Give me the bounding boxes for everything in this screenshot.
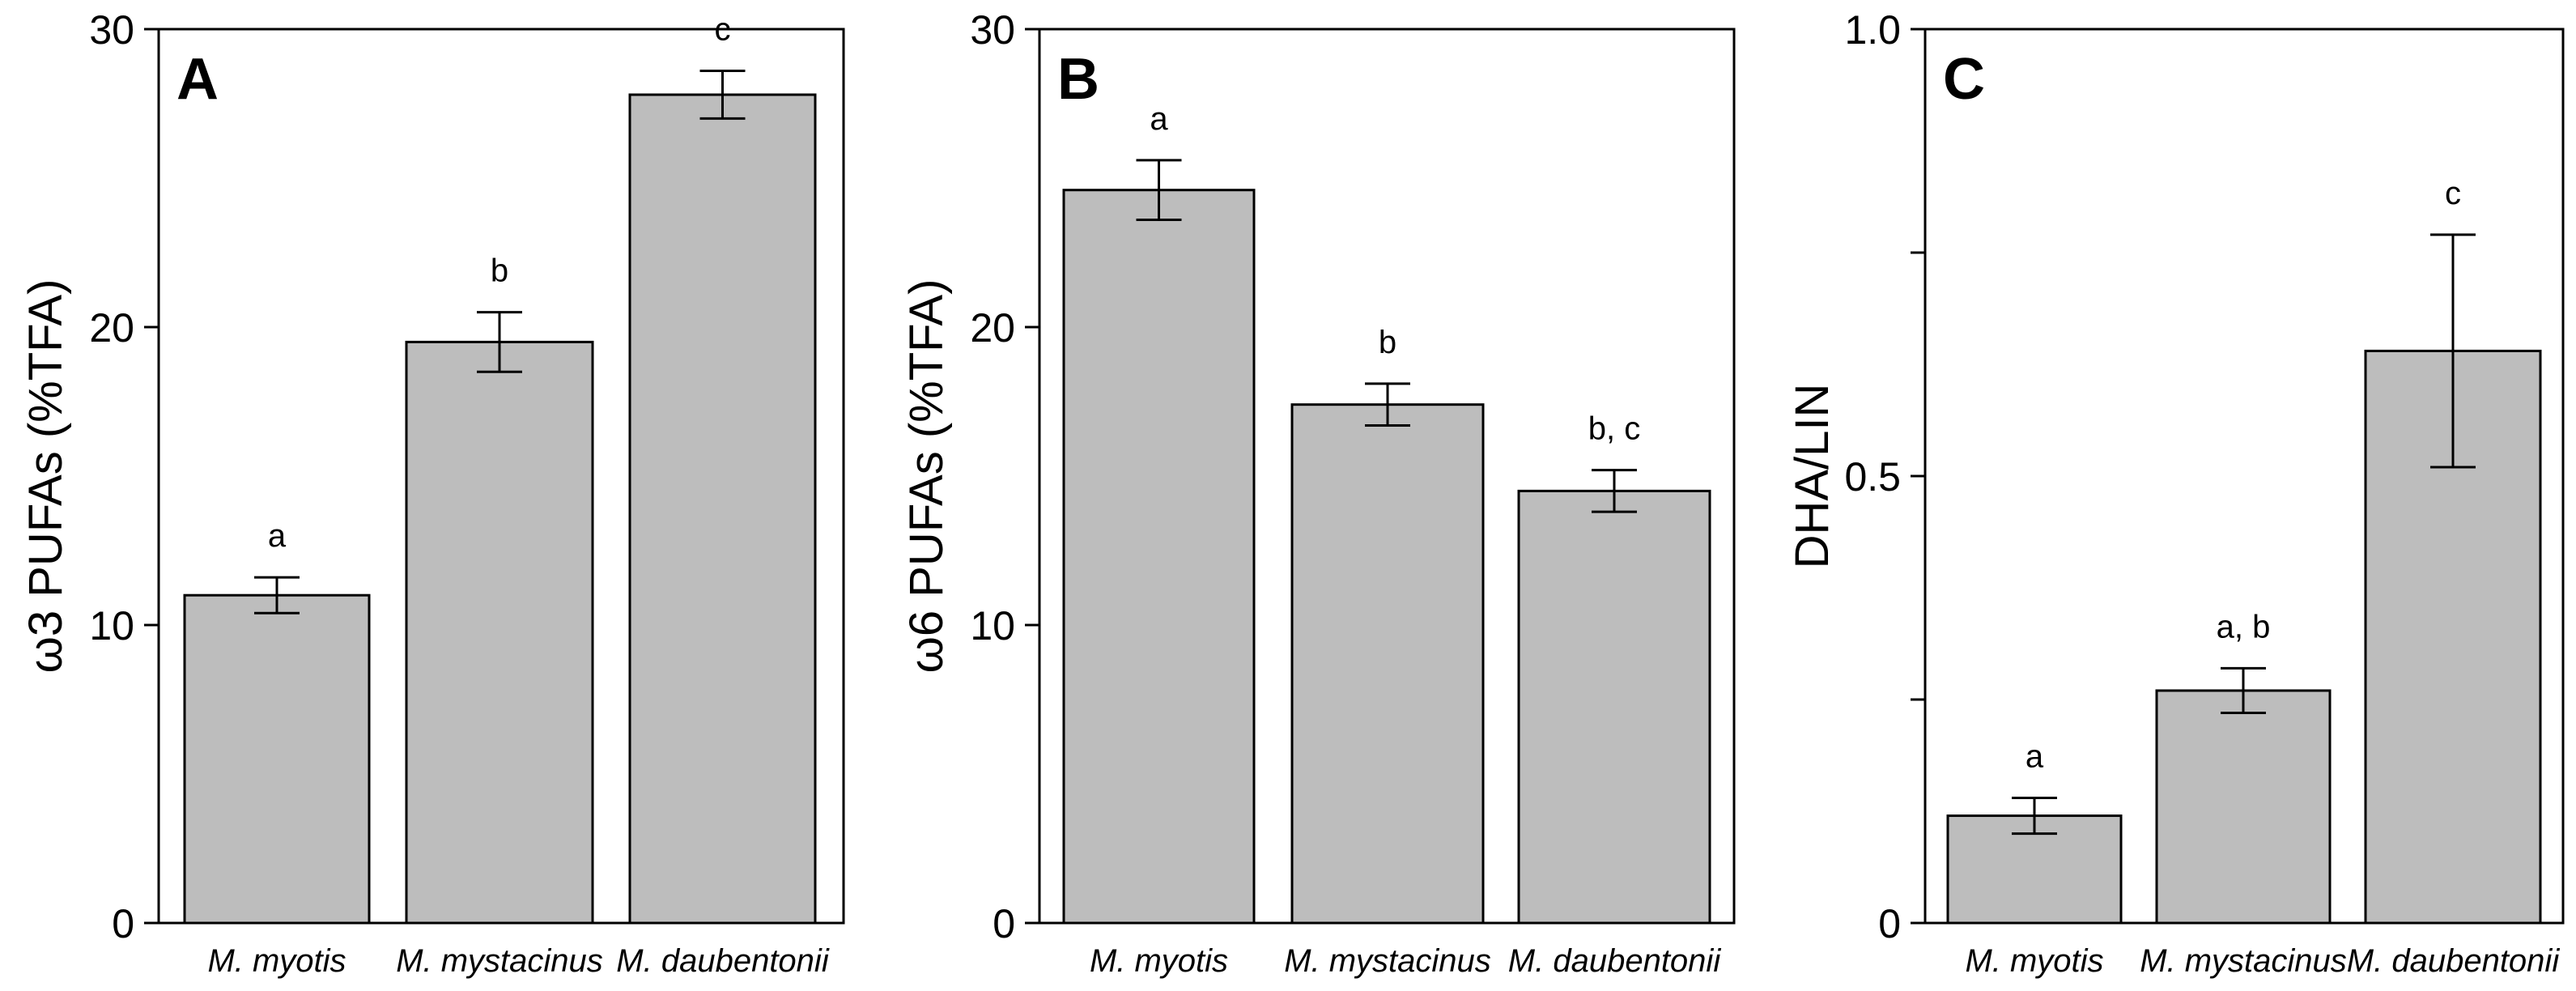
category-label: M. myotis	[1965, 943, 2103, 979]
category-label: M. daubentonii	[2347, 943, 2561, 979]
significance-label: a, b	[2217, 609, 2271, 644]
y-tick-label: 30	[89, 7, 134, 53]
panel-letter: C	[1943, 47, 1985, 112]
error-bar	[699, 70, 746, 120]
error-bar	[2012, 796, 2057, 836]
y-tick-label: 0.5	[1844, 454, 1901, 500]
error-bar	[1136, 159, 1182, 222]
panel-b: 0 10 20 30 ω6 PUFAs (%TFA) Ba M. myotis b M. mys…	[900, 7, 1736, 979]
y-tick-label: 10	[970, 603, 1015, 649]
significance-label: b	[491, 253, 508, 289]
panel-letter: B	[1057, 47, 1099, 112]
y-tick-label: 30	[970, 7, 1015, 53]
y-axis-title: ω6 PUFAs (%TFA)	[900, 279, 953, 674]
error-bar	[254, 576, 300, 615]
y-tick-label: 1.0	[1844, 7, 1901, 53]
y-tick-label: 0	[993, 901, 1015, 946]
y-tick-label: 10	[89, 603, 134, 649]
y-axis-title: ω3 PUFAs (%TFA)	[19, 279, 72, 674]
category-label: M. myotis	[1090, 943, 1228, 979]
category-label: M. myotis	[207, 943, 346, 979]
category-label: M. daubentonii	[1508, 943, 1722, 979]
error-bar	[2430, 233, 2476, 469]
significance-label: a	[1150, 101, 1168, 137]
error-bar	[477, 311, 522, 373]
error-bar	[2221, 666, 2266, 715]
significance-label: b	[1379, 325, 1396, 360]
y-tick-label: 0	[112, 901, 134, 946]
error-bar	[1592, 469, 1637, 513]
category-label: M. mystacinus	[1284, 943, 1491, 979]
y-tick-label: 20	[970, 305, 1015, 351]
error-bar	[1365, 382, 1410, 427]
significance-label: c	[2445, 176, 2461, 211]
category-label: M. daubentonii	[616, 943, 830, 979]
category-label: M. mystacinus	[396, 943, 603, 979]
panel-a: 0 10 20 30 ω3 PUFAs (%TFA) Aa M. myotis b M. mys…	[19, 7, 845, 979]
y-tick-label: 20	[89, 305, 134, 351]
bar	[1290, 403, 1485, 925]
bar	[2155, 689, 2332, 925]
significance-label: b, c	[1588, 411, 1640, 447]
bar	[405, 340, 594, 925]
significance-label: a	[268, 518, 287, 554]
bar	[1062, 189, 1256, 925]
y-tick-label: 0	[1878, 901, 1901, 946]
bar	[1517, 489, 1711, 925]
bar	[628, 93, 817, 925]
significance-label: a	[2026, 738, 2044, 774]
panel-c: 0 0.5 1.0 DHA/LIN Ca M. myotis a, b M. mystacin…	[1786, 7, 2565, 979]
bar	[183, 593, 371, 925]
panel-letter: A	[176, 47, 219, 112]
y-axis-title: DHA/LIN	[1786, 384, 1838, 569]
significance-label: c	[715, 12, 731, 48]
category-label: M. mystacinus	[2140, 943, 2347, 979]
